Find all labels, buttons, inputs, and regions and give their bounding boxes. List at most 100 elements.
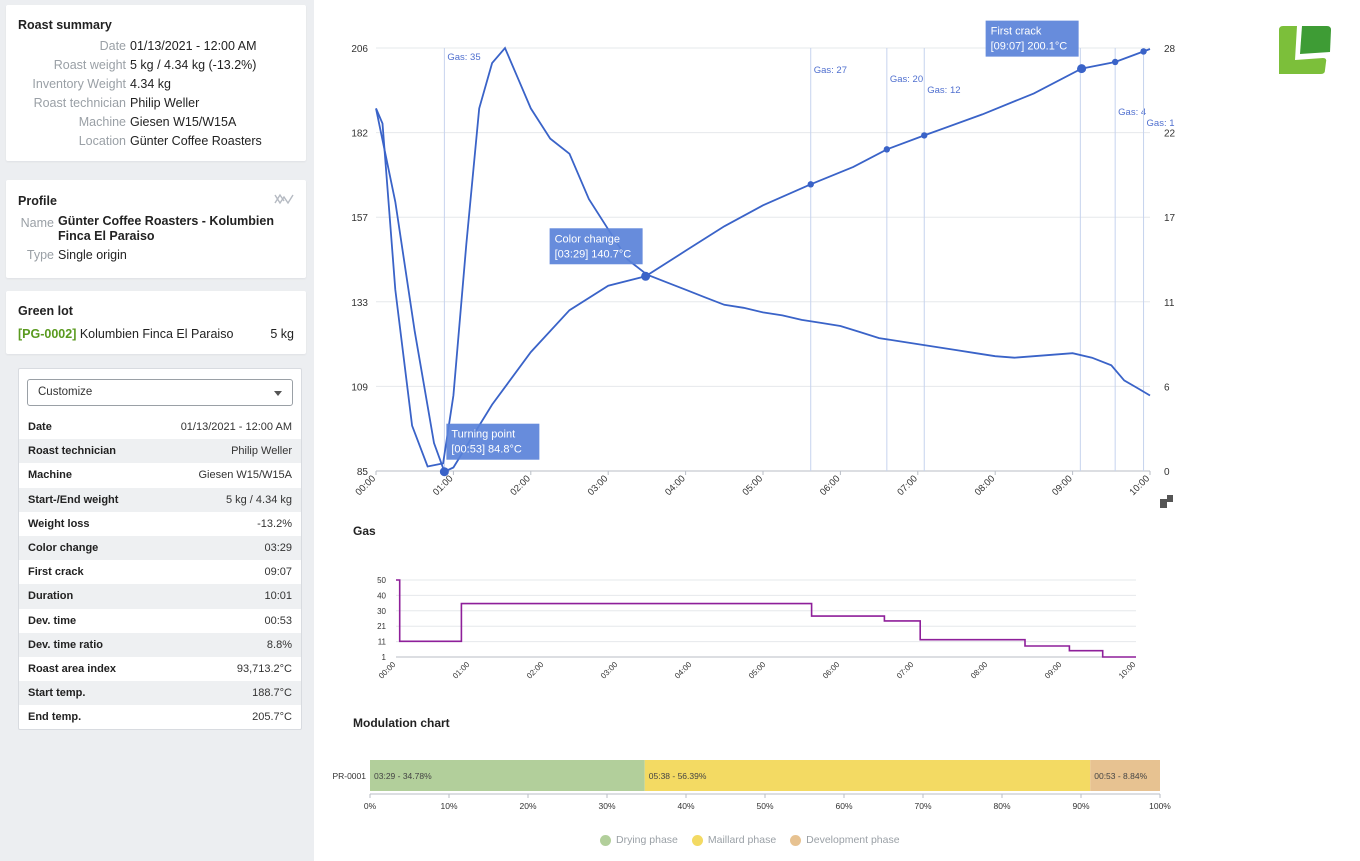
x-tick-label: 04:00 xyxy=(663,473,688,498)
y-left-tick-label: 206 xyxy=(351,44,368,55)
details-value: Philip Weller xyxy=(231,445,292,458)
annotation-box xyxy=(985,20,1079,57)
gas-y-tick-label: 40 xyxy=(377,591,386,600)
legend-maillard[interactable]: Maillard phase xyxy=(691,834,777,846)
brand-logo-icon xyxy=(1279,26,1331,74)
details-value: 10:01 xyxy=(264,590,292,603)
summary-row: Date 01/13/2021 - 12:00 AM xyxy=(18,37,294,56)
right-panel xyxy=(1208,0,1360,861)
profile-type-value: Single origin xyxy=(58,248,127,262)
annotation-box xyxy=(446,423,540,460)
modulation-chart-title: Modulation chart xyxy=(353,716,450,730)
details-value: 8.8% xyxy=(266,638,292,651)
details-row: Dev. time 00:53 xyxy=(19,609,301,633)
summary-value: 5 kg / 4.34 kg (-13.2%) xyxy=(130,58,257,72)
gas-x-tick-label: 04:00 xyxy=(673,660,694,681)
gas-marker-label: Gas: 4 xyxy=(1118,107,1146,118)
details-label: Dev. time xyxy=(28,614,77,627)
modulation-x-tick-label: 70% xyxy=(914,801,931,811)
gas-marker-label: Gas: 35 xyxy=(447,52,480,63)
legend-drying-swatch xyxy=(600,834,611,846)
details-label: Start-/End weight xyxy=(28,493,119,506)
chart-logo-part xyxy=(1167,495,1173,502)
summary-row: Roast technician Philip Weller xyxy=(18,94,294,113)
wave-icon[interactable] xyxy=(274,192,294,206)
summary-row: Machine Giesen W15/W15A xyxy=(18,113,294,132)
annotation-title: Turning point xyxy=(451,429,515,441)
legend-maillard-label: Maillard phase xyxy=(707,834,777,846)
charts-panel: 206 28 182 22 157 17 133 11 109 6 85 0 00:00 01:00 02:… xyxy=(314,0,1208,861)
roast-details-card: Customize Date 01/13/2021 - 12:00 AM Roast… xyxy=(18,368,302,730)
summary-label: Roast technician xyxy=(33,96,126,110)
details-value: 5 kg / 4.34 kg xyxy=(225,493,292,506)
legend-drying[interactable]: Drying phase xyxy=(600,834,678,846)
summary-label: Inventory Weight xyxy=(32,77,126,91)
modulation-segment xyxy=(644,760,1091,791)
annotation-point xyxy=(439,467,449,477)
y-right-tick-label: 0 xyxy=(1164,467,1170,478)
chevron-down-icon xyxy=(274,391,282,396)
gas-y-tick-label: 50 xyxy=(377,576,386,585)
green-lot-code-link[interactable]: [PG-0002] xyxy=(18,327,77,341)
modulation-segment xyxy=(370,760,645,791)
x-tick-label: 01:00 xyxy=(431,473,456,498)
annotation-box xyxy=(549,228,643,265)
gas-y-tick-label: 30 xyxy=(377,607,386,616)
details-value: 00:53 xyxy=(264,614,292,627)
modulation-x-tick-label: 90% xyxy=(1072,801,1089,811)
summary-value: 4.34 kg xyxy=(130,77,172,91)
profile-card: Profile Name Günter Coffee Roasters - Ko… xyxy=(6,180,306,278)
details-row: Machine Giesen W15/W15A xyxy=(19,463,301,487)
x-tick-label: 02:00 xyxy=(508,473,533,498)
legend-development[interactable]: Development phase xyxy=(790,834,900,846)
details-value: 188.7°C xyxy=(252,687,292,700)
modulation-x-tick-label: 60% xyxy=(835,801,852,811)
summary-row: Roast weight 5 kg / 4.34 kg (-13.2%) xyxy=(18,56,294,75)
x-tick-label: 09:00 xyxy=(1050,473,1075,498)
details-row: End temp. 205.7°C xyxy=(19,705,301,729)
modulation-segment xyxy=(1090,760,1160,791)
gas-x-tick-label: 03:00 xyxy=(599,660,620,681)
legend-development-swatch xyxy=(790,834,802,846)
modulation-x-tick-label: 40% xyxy=(677,801,694,811)
annotation-point xyxy=(1077,64,1087,74)
legend-development-label: Development phase xyxy=(806,834,900,846)
annotation-value: [03:29] 140.7°C xyxy=(555,248,632,260)
details-label: First crack xyxy=(28,566,84,579)
annotation-value: [00:53] 84.8°C xyxy=(451,444,522,456)
details-row: Date 01/13/2021 - 12:00 AM xyxy=(19,415,301,439)
modulation-x-tick-label: 0% xyxy=(364,801,377,811)
chart-logo-part xyxy=(1160,499,1167,508)
modulation-segment-label: 03:29 - 34.78% xyxy=(374,771,432,781)
summary-row: Inventory Weight 4.34 kg xyxy=(18,75,294,94)
gas-chart-title: Gas xyxy=(353,524,376,538)
chart-logo-icon xyxy=(1160,495,1173,508)
details-row: Duration 10:01 xyxy=(19,584,301,609)
summary-value: 01/13/2021 - 12:00 AM xyxy=(130,39,257,53)
y-right-tick-label: 22 xyxy=(1164,129,1176,140)
y-right-tick-label: 28 xyxy=(1164,44,1176,55)
green-lot-row: [PG-0002] Kolumbien Finca El Paraiso 5 k… xyxy=(18,327,294,341)
roast-summary-rows: Date 01/13/2021 - 12:00 AM Roast weight 5 … xyxy=(18,37,294,151)
profile-name-link[interactable]: Günter Coffee Roasters - Kolumbien Finca… xyxy=(58,214,274,243)
gas-x-tick-label: 01:00 xyxy=(451,660,472,681)
modulation-chart[interactable]: PR-0001 03:29 - 34.78% 05:38 - 56.39% 00:53… xyxy=(314,750,1208,820)
modulation-x-tick-label: 20% xyxy=(519,801,536,811)
details-label: Duration xyxy=(28,590,74,603)
x-tick-label: 08:00 xyxy=(973,473,998,498)
modulation-x-tick-label: 30% xyxy=(598,801,615,811)
x-tick-label: 06:00 xyxy=(818,473,843,498)
y-right-tick-label: 17 xyxy=(1164,213,1176,224)
modulation-x-tick-label: 10% xyxy=(440,801,457,811)
gas-marker-label: Gas: 20 xyxy=(890,74,923,85)
details-row: Start-/End weight 5 kg / 4.34 kg xyxy=(19,487,301,512)
details-row: Dev. time ratio 8.8% xyxy=(19,632,301,657)
customize-select[interactable]: Customize xyxy=(27,379,293,406)
modulation-segment-label: 00:53 - 8.84% xyxy=(1094,771,1147,781)
x-tick-label: 10:00 xyxy=(1128,473,1153,498)
gas-y-tick-label: 21 xyxy=(377,622,386,631)
green-lot-weight: 5 kg xyxy=(270,327,294,341)
summary-row: Location Günter Coffee Roasters xyxy=(18,132,294,151)
